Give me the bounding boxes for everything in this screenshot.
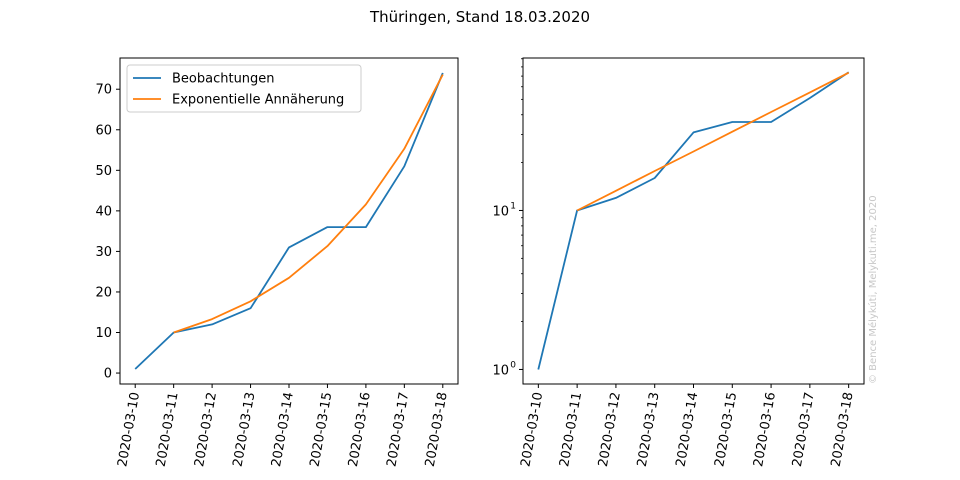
legend-label: Beobachtungen [172,72,275,87]
figure-title: Thüringen, Stand 18.03.2020 [369,8,590,26]
y-tick-label: 40 [95,204,112,219]
y-tick-label: 30 [95,245,112,260]
copyright-watermark: © Bence Mélykúti, Melykuti.me, 2020 [867,195,879,384]
y-tick-label: 60 [95,123,112,138]
y-tick-label: 70 [95,83,112,98]
y-tick-label: 10 [492,363,509,378]
series-line-beobachtungen [134,72,444,370]
series-line-exponentielle-annaeherung [173,74,444,334]
y-tick-label: 50 [95,164,112,179]
y-tick-label: 0 [104,367,112,382]
y-tick-exponent: 0 [510,360,516,370]
series-line-exponentielle-annaeherung [576,71,850,212]
y-tick-exponent: 1 [510,201,516,211]
legend-box [126,64,362,113]
y-tick-label: 10 [95,326,112,341]
y-tick-label: 10 [492,204,509,219]
legend-label: Exponentielle Annäherung [172,93,344,108]
series-line-beobachtungen [537,71,850,370]
y-tick-label: 20 [95,285,112,300]
